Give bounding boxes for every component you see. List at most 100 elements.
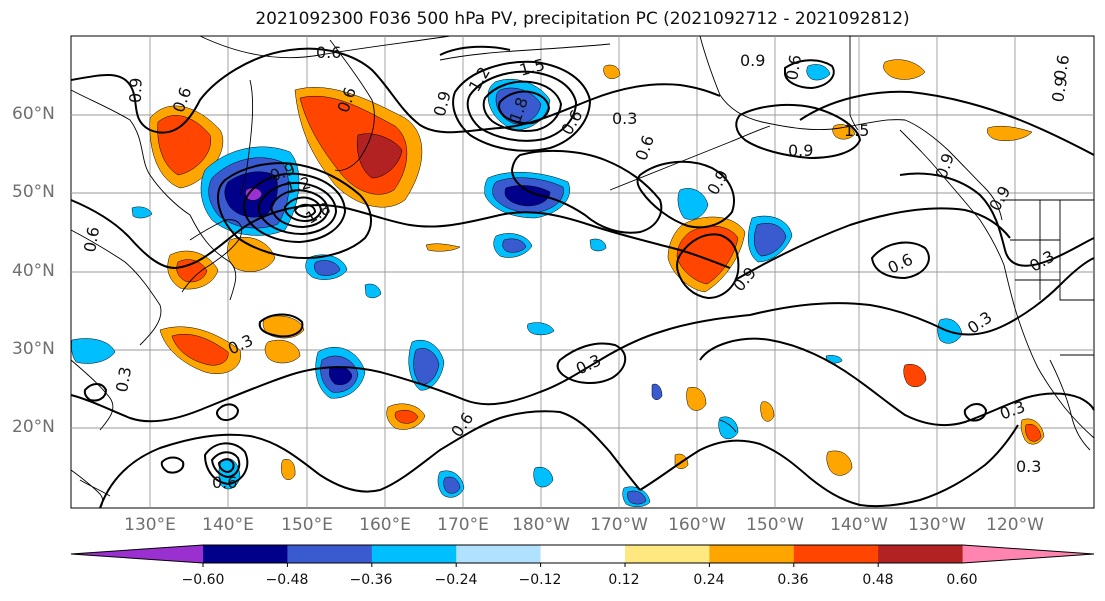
precip-positive-region: [686, 387, 707, 411]
precip-positive-region: [262, 315, 305, 339]
precip-negative-region: [753, 222, 787, 257]
pv-contour: [734, 207, 1011, 281]
coastline-asia: [70, 89, 237, 301]
precip-negative-region: [443, 476, 461, 494]
precip-positive-region: [987, 125, 1033, 141]
contour-label: 1.5: [844, 121, 869, 140]
coastline-mexico: [1049, 359, 1091, 451]
pv-contour: [293, 203, 317, 219]
lon-label: 170°W: [590, 515, 648, 535]
pv-contour: [870, 241, 930, 280]
contour-label: 0.3: [612, 109, 637, 128]
pv-contour: [636, 160, 735, 229]
pv-contour: [639, 424, 1019, 508]
precip-negative-region: [627, 490, 647, 505]
pv-contour: [210, 451, 241, 479]
precip-positive-region: [227, 236, 276, 272]
precip-negative-region: [413, 348, 440, 385]
precip-negative-region: [527, 322, 555, 336]
pv-contour: [216, 162, 372, 260]
pv-contour: [217, 458, 235, 474]
colorbar-tick-label: 0.24: [693, 572, 725, 588]
pv-contour: [452, 60, 592, 152]
lat-label: 60°N: [12, 104, 55, 124]
coastline-alaska: [699, 35, 1003, 221]
precip-positive-region: [603, 64, 621, 79]
pv-contour: [99, 410, 641, 509]
precip-positive-region: [394, 409, 419, 424]
lon-label: 130°E: [124, 515, 176, 535]
pv-contour: [70, 314, 751, 423]
contour-label: 0.6: [80, 225, 103, 253]
colorbar-tick-label: 0.48: [862, 572, 894, 588]
lon-label: 120°W: [986, 515, 1044, 535]
map-title: 2021092300 F036 500 hPa PV, precipitatio…: [255, 9, 910, 29]
contour-label: 0.6: [782, 53, 805, 81]
precip-positive-region: [281, 459, 296, 480]
contour-label: 0.9: [1048, 75, 1071, 103]
lat-label: 40°N: [12, 261, 55, 281]
pv-contour: [83, 383, 108, 402]
lon-label: 140°E: [202, 515, 254, 535]
pv-contour: [439, 45, 511, 56]
precip-positive-region: [425, 243, 461, 252]
pv-contour: [784, 59, 835, 90]
pv-contour: [203, 442, 249, 486]
precip-positive-region: [826, 450, 853, 476]
colorbar-tick-label: −0.48: [265, 572, 309, 588]
pv-contours: [70, 45, 1095, 509]
colorbar-tick-label: −0.60: [181, 572, 225, 588]
colorbar-tick-label: −0.36: [349, 572, 393, 588]
precip-negative-region: [677, 188, 709, 220]
pv-contour: [675, 233, 740, 300]
coastline-hawaii: [719, 419, 737, 433]
pv-contour: [735, 103, 862, 160]
state-border: [849, 36, 859, 131]
lat-label: 30°N: [12, 339, 55, 359]
lon-label: 160°E: [359, 515, 411, 535]
pv-contour: [242, 172, 347, 244]
pv-contour: [556, 342, 627, 384]
contour-label: 0.9: [740, 51, 765, 70]
coastline-philippines: [79, 479, 111, 497]
colorbar-tick-label: 0.60: [946, 572, 978, 588]
contour-label: 0.6: [1050, 53, 1073, 81]
state-border: [1059, 200, 1094, 301]
precip-negative-region: [533, 466, 554, 488]
coastline-sakhalin: [239, 79, 254, 196]
colorbar-tick-label: −0.12: [518, 572, 562, 588]
pv-contour: [799, 90, 1095, 156]
precip-negative-region: [245, 187, 263, 201]
precip-negative-region: [364, 283, 382, 299]
coastline-siberia: [439, 43, 611, 61]
precip-shading: [71, 59, 1045, 507]
lat-label: 50°N: [12, 182, 55, 202]
precip-negative-region: [718, 416, 739, 440]
pv-contour: [749, 257, 1095, 336]
pv-contour: [257, 182, 338, 236]
coastline-asia: [70, 359, 114, 431]
coastline-kamchatka: [329, 39, 375, 171]
pv-contour: [283, 196, 323, 223]
lon-label: 140°W: [830, 515, 888, 535]
precip-negative-region: [71, 338, 116, 364]
lon-label: 170°E: [437, 515, 489, 535]
lon-label: 130°W: [908, 515, 966, 535]
pv-contour: [498, 90, 551, 125]
pv-contour: [466, 70, 578, 142]
colorbar-tick-label: 0.36: [777, 572, 809, 588]
precip-positive-region: [1025, 424, 1042, 442]
coastline-asia: [70, 229, 162, 346]
coastline-japan: [181, 219, 243, 293]
lat-label: 20°N: [12, 417, 55, 437]
colorbar-tick-label: 0.12: [608, 572, 640, 588]
contour-label: 0.6: [212, 473, 237, 492]
lon-label: 150°W: [746, 515, 804, 535]
pv-contour: [699, 337, 1095, 427]
contour-label: 0.9: [788, 141, 813, 160]
precip-positive-region: [760, 401, 775, 422]
colorbar-tick-label: −0.24: [434, 572, 478, 588]
lon-label: 160°W: [668, 515, 726, 535]
precip-negative-region: [502, 238, 527, 253]
